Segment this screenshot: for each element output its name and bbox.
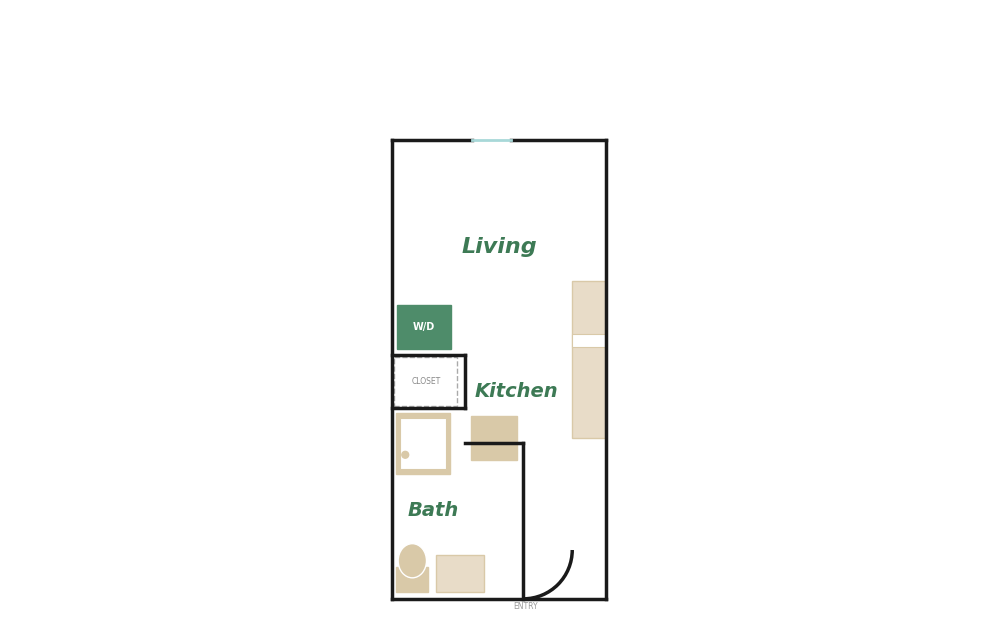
Text: This is a MFTE income qualified home.: This is a MFTE income qualified home.: [229, 28, 769, 51]
Bar: [396, 413, 450, 475]
Bar: [400, 418, 446, 470]
Bar: [435, 555, 484, 592]
Circle shape: [402, 451, 408, 458]
Bar: [396, 567, 428, 592]
Bar: [471, 416, 517, 459]
Ellipse shape: [398, 543, 426, 578]
Bar: [397, 305, 451, 349]
Bar: [394, 357, 457, 406]
Text: Please reach out to our leasing office for more information!: Please reach out to our leasing office f…: [76, 73, 922, 96]
Text: Kitchen: Kitchen: [474, 382, 558, 401]
Bar: [572, 282, 607, 438]
Text: ENTRY: ENTRY: [514, 602, 538, 610]
Text: Bath: Bath: [407, 501, 459, 520]
Text: Living: Living: [461, 237, 537, 257]
Text: W/D: W/D: [413, 322, 435, 332]
Bar: [572, 334, 607, 347]
Text: CLOSET: CLOSET: [411, 377, 440, 386]
